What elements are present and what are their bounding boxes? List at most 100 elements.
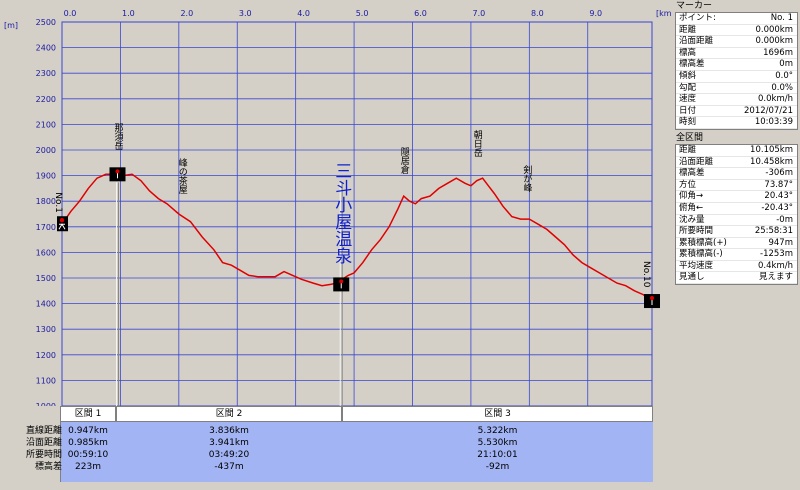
y-tick-label: 1900 [36,172,56,181]
marker_panel-row-value: No. 1 [770,13,793,23]
y-tick-label: 1200 [36,351,56,360]
total_panel-row: 方位 73.87° [676,180,797,192]
seg2-surface: 3.941km [209,438,249,448]
total-info-table: 距離 10.105km 沿面距離 10.458km 標高差 -306m 方位 73.87° 仰角… [675,143,798,286]
marker_panel-row-label: 傾斜 [679,70,697,81]
total_panel-row: 平均速度 0.4km/h [676,261,797,273]
marker_panel-row-label: 時刻 [679,117,697,128]
total_panel-row-value: 25:58:31 [754,226,793,237]
segment-table: 区間 1 区間 2 区間 3 直線距離 沿面距離 所要時間 標高差 0.947k… [2,406,653,490]
y-tick-label: 2000 [36,146,56,155]
total_panel-row-label: 所要時間 [679,226,714,237]
y-tick-label: 1800 [36,197,56,206]
y-axis-unit: [m] [4,21,18,30]
row-label-straight-distance: 直線距離 [25,426,62,436]
x-tick-label: 3.0 [239,9,252,18]
landmark-label: 剣が峰 [521,165,532,192]
x-tick-label: 5.0 [356,9,369,18]
seg1-straight: 0.947km [68,426,108,436]
x-tick-label: 9.0 [589,9,602,18]
segment-1-header[interactable]: 区間 1 [60,406,116,422]
total_panel-row-value: 見えます [758,272,793,283]
total_panel-row-value: 73.87° [764,179,793,190]
total_panel-row: 沿面距離 10.458km [676,157,797,169]
marker_panel-row: 標高 1696m [676,48,797,60]
total_panel-row-label: 沈み量 [679,214,705,225]
total_panel-row-value: -306m [765,168,793,179]
seg1-surface: 0.985km [68,438,108,448]
y-tick-label: 1700 [36,223,56,232]
x-tick-label: 2.0 [180,9,193,18]
total-panel-header: 全区間 [676,132,704,143]
y-tick-label: 1600 [36,248,56,257]
seg2-straight: 3.836km [209,426,249,436]
landmark-label: No.10 [641,261,651,288]
segment-2-header[interactable]: 区間 2 [116,406,342,422]
total_panel-row: 仰角→ 20.43° [676,191,797,203]
total_panel-row: 距離 10.105km [676,145,797,157]
y-tick-label: 2300 [36,69,56,78]
total_panel-row: 所要時間 25:58:31 [676,226,797,238]
total_panel-row: 見通し 見えます [676,272,797,285]
total_panel-row-label: 標高差 [679,168,705,179]
marker_panel-row-label: 日付 [679,105,697,116]
marker_panel-row-label: 標高差 [679,59,705,70]
total_panel-row: 累積標高(+) 947m [676,238,797,250]
y-tick-label: 1400 [36,300,56,309]
seg1-duration: 00:59:10 [67,450,109,460]
total_panel-row-value: -1253m [760,249,793,260]
total_panel-row-label: 方位 [679,179,697,190]
x-tick-label: 8.0 [531,9,544,18]
plot-area [61,21,653,406]
segment-values-bg [60,422,653,482]
landmark-label: 隠居倉 [399,146,410,175]
landmark-label: No.1 [53,192,63,213]
total_panel-row-label: 累積標高(+) [679,237,727,248]
x-tick-label: 6.0 [414,9,427,18]
segment-3-header[interactable]: 区間 3 [342,406,653,422]
y-tick-label: 2100 [36,120,56,129]
summit-flag-dot [115,169,120,174]
y-tick-label: 2500 [36,18,56,27]
landmark-label: 峰の茶屋 [177,158,188,195]
y-tick-label: 1500 [36,274,56,283]
total_panel-row-value: 10.458km [750,156,793,167]
marker_panel-row-value: 0.000km [755,24,793,35]
total_panel-row: 俯角← -20.43° [676,203,797,215]
elevation-chart[interactable]: 2500 2400 2300 2200 2100 2000 1900 1800 1700 1600… [0,0,671,406]
marker_panel-row-value: 0.0° [775,70,793,81]
marker-panel-header: マーカー [676,1,713,11]
x-tick-label: 4.0 [297,9,310,18]
marker_panel-row-label: 標高 [679,47,697,58]
marker-info-table: ポイント: No. 1 距離 0.000km 沿面距離 0.000km 標高 1696m 標高差… [675,12,798,130]
elevation-profile-line [61,173,653,302]
marker_panel-row-label: 沿面距離 [679,36,714,47]
x-axis-unit: [km] [656,9,671,18]
marker_panel-row: 距離 0.000km [676,25,797,37]
x-tick-label: 0.0 [64,9,77,18]
seg2-duration: 03:49:20 [208,450,250,460]
row-label-surface-distance: 沿面距離 [25,438,62,448]
marker_panel-row: 勾配 0.0% [676,83,797,95]
total_panel-row-label: 平均速度 [679,260,714,271]
info-panel: マーカー ポイント: No. 1 距離 0.000km 沿面距離 0.000km 標高 169… [673,0,800,490]
onsen-landmark-label: 三斗小屋温泉 [331,162,352,264]
landmark-label: 那須岳 [112,123,123,151]
marker_panel-row-label: 距離 [679,24,697,35]
marker_panel-row: 傾斜 0.0° [676,71,797,83]
marker_panel-row-value: 0.0% [771,82,793,93]
total_panel-row: 累積標高(-) -1253m [676,249,797,261]
total_panel-row-value: -20.43° [761,202,793,213]
total_panel-row-label: 累積標高(-) [679,249,723,260]
summit-flag-dot [339,279,344,284]
seg1-elev-diff: 223m [75,462,101,472]
total_panel-row-label: 俯角← [679,202,704,213]
y-tick-label: 1100 [36,376,56,385]
row-label-duration: 所要時間 [25,450,62,460]
seg3-duration: 21:10:01 [477,450,518,460]
total_panel-row-value: 947m [768,237,793,248]
seg3-surface: 5.530km [477,438,518,448]
marker_panel-row-value: 10:03:39 [754,117,793,128]
y-tick-label: 1300 [36,325,56,334]
hiker-head [59,218,65,223]
